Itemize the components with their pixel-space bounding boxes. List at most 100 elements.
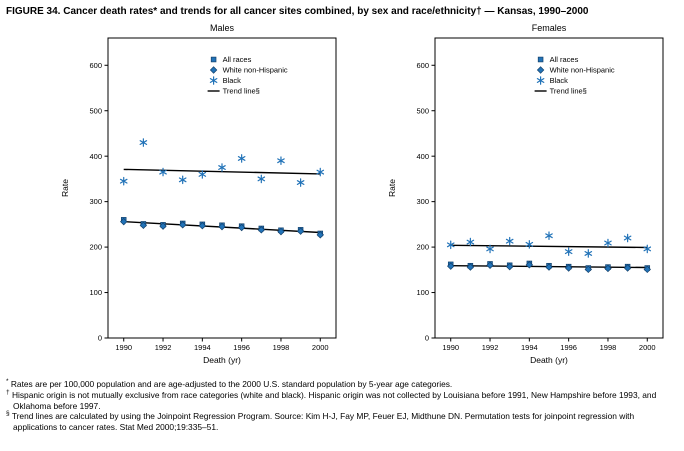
data-point (296, 178, 305, 187)
x-tick-label: 1990 (115, 343, 132, 352)
y-tick-label: 0 (425, 334, 429, 343)
data-point (545, 263, 553, 271)
legend-label: Black (550, 76, 569, 85)
y-tick-label: 300 (416, 197, 429, 206)
data-point (296, 227, 305, 235)
chart-panel-males: Males 0 100 200 300 400 500 600 1990 1992 1994 1996… (58, 20, 343, 375)
females-chart: Females 0 100 200 300 400 500 600 1990 1992 1994 19… (387, 23, 664, 365)
data-point (564, 247, 573, 256)
data-point (466, 263, 475, 271)
data-point (198, 170, 207, 179)
y-tick-label: 500 (416, 106, 429, 115)
data-point (505, 236, 514, 246)
data-point (584, 249, 593, 258)
x-axis-title: Death (yr) (203, 355, 241, 365)
data-point (643, 265, 651, 274)
footnote-text: Hispanic origin is not mutually exclusiv… (11, 389, 657, 411)
data-point (198, 222, 207, 230)
plot-frame (107, 37, 337, 339)
y-tick-label: 200 (89, 243, 102, 252)
legend-marker-square (210, 56, 217, 63)
legend-label: Black (223, 76, 242, 85)
data-point (505, 262, 514, 271)
data-point (277, 156, 285, 166)
x-tick-label: 1996 (233, 343, 250, 352)
x-tick-label: 1996 (560, 343, 577, 352)
data-point (218, 222, 226, 231)
x-tick-label: 2000 (312, 343, 329, 352)
legend-label: White non-Hispanic (550, 66, 615, 75)
y-axis-title: Rate (387, 179, 397, 197)
x-tick-label: 2000 (639, 343, 656, 352)
footnote-marker: * (6, 378, 9, 386)
y-tick-label: 600 (89, 61, 102, 70)
data-point (139, 138, 148, 147)
footnote-text: Trend lines are calculated by using the … (11, 411, 635, 432)
data-point (277, 227, 285, 236)
legend-label: All races (550, 55, 579, 64)
legend-marker-diamond (536, 66, 545, 74)
x-axis-title: Death (yr) (530, 355, 568, 365)
chart-panel-females: Females 0 100 200 300 400 500 600 1990 1992 1994 19… (385, 20, 670, 375)
y-tick-label: 400 (416, 152, 429, 161)
panel-title: Males (210, 23, 235, 33)
data-point (486, 261, 494, 269)
data-point (623, 233, 632, 243)
footnote-marker: † (6, 388, 10, 396)
legend-label: Trend line§ (223, 87, 260, 96)
footnote-text: Rates are per 100,000 population and are… (10, 379, 453, 389)
y-tick-label: 100 (416, 288, 429, 297)
x-tick-label: 1994 (521, 343, 538, 352)
data-point (159, 222, 167, 230)
legend-marker-asterisk (209, 76, 218, 85)
plot-frame (434, 37, 664, 339)
data-point (643, 244, 652, 254)
x-tick-label: 1998 (273, 343, 290, 352)
legend-label: All races (223, 55, 252, 64)
x-tick-label: 1998 (600, 343, 617, 352)
data-point (525, 240, 534, 249)
panel-title: Females (532, 23, 567, 33)
y-tick-label: 200 (416, 243, 429, 252)
x-tick-label: 1990 (442, 343, 459, 352)
data-point (447, 262, 455, 270)
data-point (178, 175, 187, 185)
data-point (564, 264, 573, 272)
footnotes: * Rates are per 100,000 population and a… (6, 378, 676, 433)
legend-label: Trend line§ (550, 87, 587, 96)
y-tick-label: 100 (89, 288, 102, 297)
data-point (316, 231, 324, 239)
footnote-trend-lines: § Trend lines are calculated by using th… (6, 411, 672, 433)
data-point (119, 176, 128, 186)
data-point (257, 226, 266, 234)
legend-marker-asterisk (536, 76, 545, 85)
males-chart: Males 0 100 200 300 400 500 600 1990 1992 1994 1996… (60, 23, 337, 365)
footnote-rates: * Rates are per 100,000 population and a… (6, 378, 672, 390)
data-point (237, 154, 246, 163)
footnote-hispanic-origin: † Hispanic origin is not mutually exclus… (6, 388, 672, 412)
data-point (446, 240, 455, 250)
data-point (237, 223, 246, 232)
data-point (159, 167, 167, 177)
data-point (486, 244, 494, 254)
x-tick-label: 1992 (155, 343, 172, 352)
x-tick-label: 1994 (194, 343, 211, 352)
data-point (178, 221, 187, 229)
legend-label: White non-Hispanic (223, 66, 288, 75)
data-point (218, 163, 226, 172)
figure-page: FIGURE 34. Cancer death rates* and trend… (6, 6, 676, 433)
legend-marker-diamond (209, 66, 218, 74)
data-point (604, 238, 612, 248)
data-point (604, 264, 612, 273)
footnote-marker: § (6, 410, 10, 418)
data-point (120, 217, 128, 226)
y-axis-title: Rate (60, 179, 70, 197)
data-point (466, 237, 475, 247)
y-tick-label: 300 (89, 197, 102, 206)
data-point (257, 174, 266, 184)
y-tick-label: 600 (416, 61, 429, 70)
data-point (316, 167, 325, 177)
y-tick-label: 500 (89, 106, 102, 115)
data-point (623, 264, 632, 272)
charts-row: Males 0 100 200 300 400 500 600 1990 1992 1994 1996… (6, 20, 676, 375)
